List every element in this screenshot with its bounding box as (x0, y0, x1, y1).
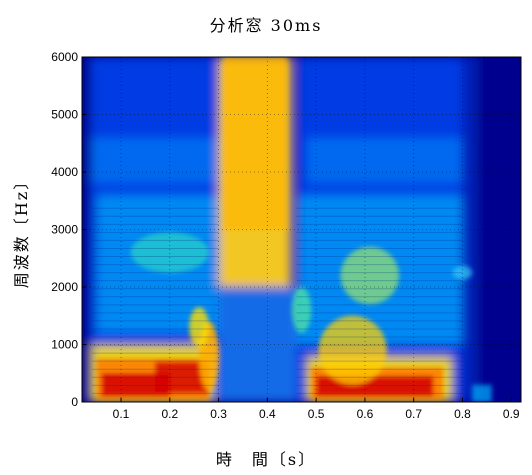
x-tick-label: 0.6 (357, 407, 374, 421)
y-tick-label: 4000 (51, 165, 78, 179)
formant-arc-2 (189, 307, 209, 348)
x-tick-label: 0.3 (210, 407, 227, 421)
x-tick-label: 0.4 (259, 407, 276, 421)
formant-arc-7 (452, 265, 473, 280)
x-tick-label: 0.9 (503, 407, 520, 421)
spectrogram-image (82, 57, 521, 402)
y-tick-label: 2000 (51, 280, 78, 294)
formant-arc-6 (130, 232, 209, 273)
fricative-low (218, 287, 297, 402)
formant-band-4 (306, 137, 463, 184)
y-tick-label: 3000 (51, 223, 78, 237)
grid (82, 56, 521, 403)
chart-title: 分析窓 30ms (209, 16, 323, 35)
energy-regions (82, 57, 521, 402)
y-tick-label: 0 (71, 395, 78, 409)
silence-edge (472, 384, 492, 402)
x-tick-label: 0.8 (454, 407, 471, 421)
formant-arc-5 (291, 287, 312, 333)
x-tick-label: 0.2 (161, 407, 178, 421)
y-tick-label: 1000 (51, 338, 78, 352)
x-tick-label: 0.5 (308, 407, 325, 421)
energy-region-4 (462, 57, 478, 402)
harmonic-red-1 (101, 373, 170, 397)
formant-arc-4 (340, 246, 400, 305)
x-axis-label: 時 間〔s〕 (215, 450, 317, 469)
x-tick-label: 0.1 (113, 407, 130, 421)
fricative-core (223, 57, 287, 230)
axis-ticks: 0.1 0.2 0.3 0.4 0.5 0.6 0.7 0.8 0.9 0 1000 2000 3000… (51, 50, 520, 421)
y-tick-label: 5000 (51, 108, 78, 122)
energy-details (96, 57, 492, 402)
y-tick-label: 6000 (51, 50, 78, 64)
x-tick-label: 0.7 (405, 407, 422, 421)
harmonic-striations (91, 207, 463, 394)
formant-arc-3 (318, 315, 387, 385)
formant-band-3 (91, 137, 219, 184)
silence-region (477, 57, 521, 402)
